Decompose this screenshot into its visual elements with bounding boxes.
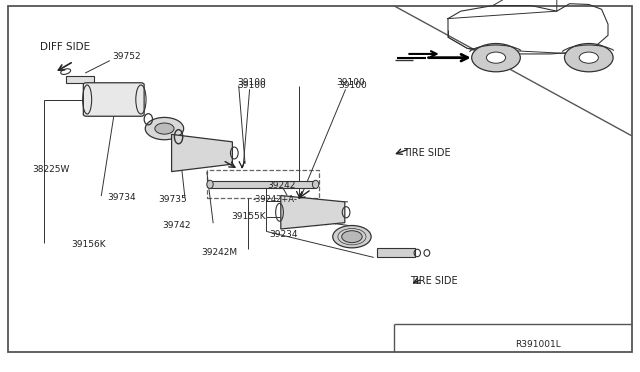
FancyBboxPatch shape: [83, 83, 144, 116]
Text: 39242: 39242: [267, 181, 295, 190]
Circle shape: [333, 225, 371, 248]
Circle shape: [155, 123, 174, 134]
Text: 39742: 39742: [162, 221, 191, 230]
FancyBboxPatch shape: [8, 6, 632, 352]
Text: 39100: 39100: [237, 81, 266, 90]
Text: R391001L: R391001L: [515, 340, 561, 349]
Text: 39100: 39100: [337, 78, 365, 87]
FancyBboxPatch shape: [210, 181, 316, 188]
FancyBboxPatch shape: [66, 76, 94, 83]
Polygon shape: [281, 196, 345, 229]
Text: TIRE SIDE: TIRE SIDE: [410, 276, 457, 286]
Text: 39242M: 39242M: [202, 248, 237, 257]
Text: 39734: 39734: [108, 193, 136, 202]
Text: -39242+A-: -39242+A-: [253, 195, 298, 204]
Ellipse shape: [312, 180, 319, 189]
Text: 38225W: 38225W: [32, 165, 69, 174]
Circle shape: [342, 231, 362, 243]
Circle shape: [486, 52, 506, 63]
Text: DIFF SIDE: DIFF SIDE: [40, 42, 90, 51]
Ellipse shape: [207, 180, 213, 189]
Text: 39234: 39234: [269, 230, 298, 239]
Circle shape: [564, 44, 613, 72]
Circle shape: [472, 44, 520, 72]
Text: TIRE SIDE: TIRE SIDE: [403, 148, 451, 157]
Text: 39156K: 39156K: [72, 240, 106, 249]
Text: 39735: 39735: [159, 195, 188, 204]
Text: 39752: 39752: [112, 52, 141, 61]
Text: 39155K: 39155K: [232, 212, 266, 221]
Text: 39100: 39100: [237, 78, 266, 87]
Circle shape: [579, 52, 598, 63]
Text: 39100: 39100: [338, 81, 367, 90]
Polygon shape: [172, 134, 232, 171]
FancyBboxPatch shape: [377, 248, 415, 257]
Circle shape: [145, 118, 184, 140]
